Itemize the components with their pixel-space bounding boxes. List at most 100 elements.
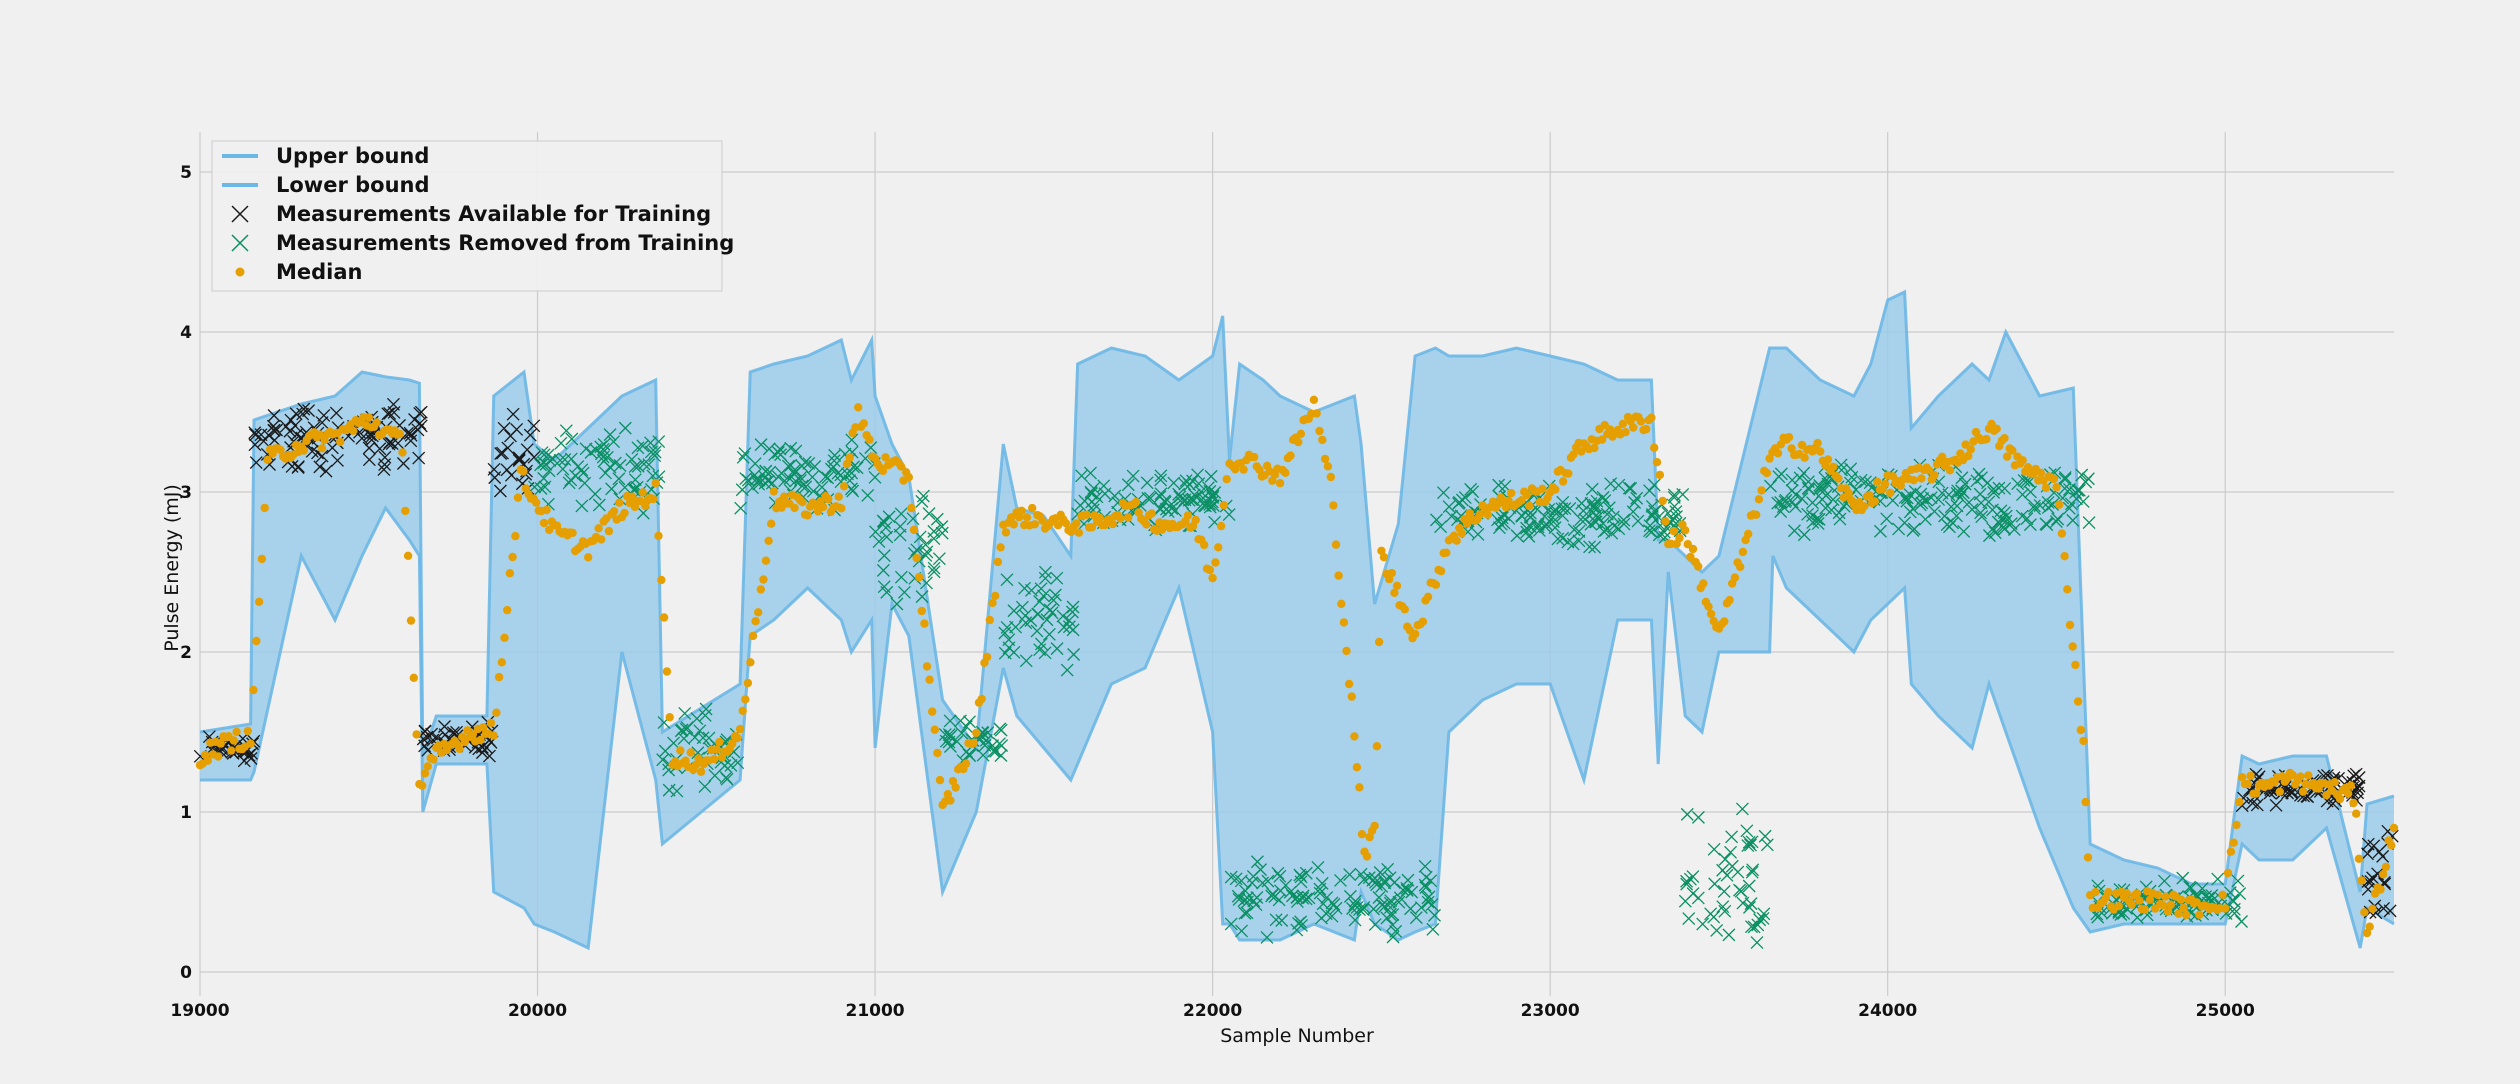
median-dot (878, 466, 888, 476)
median-dot (1930, 470, 1939, 480)
available-measurement-marker (305, 444, 319, 458)
median-dot (409, 673, 418, 682)
removed-measurement-marker (575, 463, 589, 477)
median-dot (969, 738, 978, 748)
median-dot (336, 437, 345, 446)
available-measurement-marker (520, 443, 534, 457)
available-measurement-marker (385, 437, 399, 450)
median-dot (489, 731, 498, 740)
removed-measurement-marker (1302, 891, 1316, 905)
median-dot (694, 754, 703, 763)
median-dot (584, 553, 593, 562)
removed-measurement-marker (1795, 492, 1809, 506)
median-dot (2065, 620, 2075, 630)
removed-measurement-marker (1293, 868, 1307, 882)
median-dot (1517, 496, 1526, 505)
removed-measurement-marker (1742, 879, 1756, 893)
removed-measurement-marker (1386, 918, 1400, 932)
removed-measurement-marker (1290, 923, 1304, 937)
removed-measurement-marker (1974, 506, 1988, 520)
removed-measurement-marker (1815, 492, 1829, 506)
removed-measurement-marker (596, 442, 610, 456)
median-dot (1917, 474, 1926, 483)
median-dot (1009, 520, 1018, 529)
available-measurement-marker (249, 456, 263, 470)
available-measurement-marker (248, 438, 262, 452)
removed-measurement-marker (679, 722, 693, 736)
median-dot (1655, 470, 1665, 480)
median-dot (2071, 660, 2080, 670)
removed-measurement-marker (1154, 487, 1168, 501)
available-measurement-marker (413, 406, 427, 420)
median-dot (479, 723, 488, 732)
available-measurement-marker (403, 426, 417, 440)
removed-measurement-marker (1717, 884, 1731, 898)
median-dot (2176, 895, 2186, 904)
median-dot (712, 745, 721, 754)
median-dot (460, 737, 469, 747)
median-dot (1816, 447, 1825, 456)
median-dot (1038, 516, 1047, 525)
available-measurement-marker (506, 407, 520, 421)
removed-measurement-marker (1419, 870, 1433, 884)
removed-measurement-marker (648, 449, 662, 463)
removed-measurement-marker (1520, 521, 1534, 535)
removed-measurement-marker (2016, 488, 2029, 502)
median-dot (1699, 579, 1708, 588)
median-dot (2335, 794, 2345, 804)
available-measurement-marker (365, 429, 379, 443)
removed-measurement-marker (894, 570, 908, 584)
removed-measurement-marker (748, 457, 762, 471)
removed-measurement-marker (1997, 506, 2011, 520)
removed-measurement-marker (1422, 890, 1436, 904)
median-dot (1886, 488, 1895, 498)
removed-measurement-marker (2184, 881, 2198, 895)
removed-measurement-marker (1556, 509, 1570, 522)
median-dot (909, 525, 919, 535)
removed-measurement-marker (628, 473, 642, 487)
removed-measurement-marker (1426, 922, 1440, 936)
removed-measurement-marker (1716, 900, 1730, 914)
available-measurement-marker (257, 434, 271, 448)
removed-measurement-marker (1676, 487, 1690, 501)
median-dot (2000, 434, 2009, 443)
median-dot (1014, 512, 1024, 522)
removed-measurement-marker (1034, 637, 1048, 651)
median-dot (780, 492, 789, 501)
removed-measurement-marker (1957, 524, 1971, 538)
available-measurement-marker (329, 406, 343, 420)
removed-measurement-marker (1556, 495, 1570, 509)
removed-measurement-marker (2072, 483, 2086, 497)
median-dot (1392, 581, 1402, 590)
removed-measurement-marker (1999, 509, 2013, 523)
removed-measurement-marker (1617, 513, 1631, 527)
removed-measurement-marker (1260, 930, 1274, 944)
median-dot (2161, 892, 2170, 901)
removed-measurement-marker (1384, 894, 1398, 908)
removed-measurement-marker (1578, 512, 1592, 526)
removed-measurement-marker (588, 487, 602, 501)
median-dot (364, 413, 373, 422)
removed-measurement-marker (821, 471, 835, 485)
available-measurement-marker (325, 441, 339, 455)
removed-measurement-marker (2062, 483, 2076, 496)
median-dot (741, 695, 750, 704)
median-dot (1834, 474, 1843, 483)
removed-measurement-marker (942, 735, 956, 749)
removed-measurement-marker (1400, 881, 1414, 895)
median-dot (1017, 506, 1026, 515)
removed-measurement-marker (1785, 484, 1799, 497)
median-dot (761, 556, 771, 565)
median-dot (1966, 445, 1976, 454)
median-dot (2122, 888, 2131, 898)
removed-measurement-marker (1736, 896, 1750, 910)
median-dot (539, 518, 549, 528)
removed-measurement-marker (1683, 872, 1697, 886)
median-dot (2221, 904, 2230, 913)
removed-measurement-marker (1205, 495, 1219, 509)
removed-measurement-marker (1956, 485, 1970, 499)
removed-measurement-marker (597, 437, 611, 451)
removed-measurement-marker (1334, 873, 1347, 887)
median-dot (1873, 477, 1882, 486)
median-dot (985, 615, 994, 625)
